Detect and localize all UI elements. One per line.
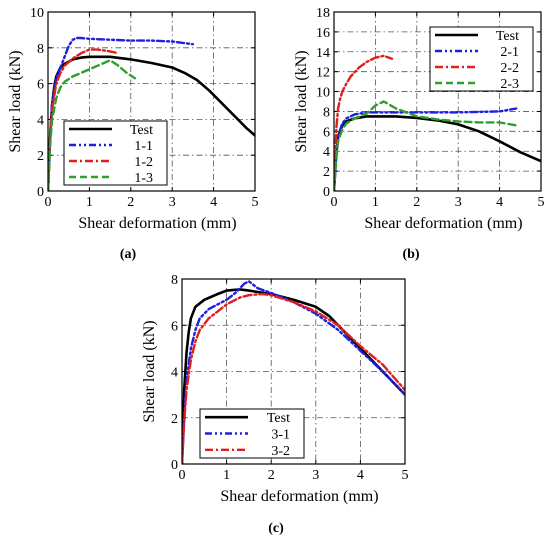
x-axis-label: Shear deformation (mm) <box>220 488 378 505</box>
x-tick-label: 3 <box>312 468 319 483</box>
y-tick-label: 0 <box>323 185 330 200</box>
x-tick-label: 1 <box>372 195 379 210</box>
series-line-1-3 <box>48 59 137 191</box>
y-tick-label: 0 <box>37 185 44 200</box>
y-tick-label: 10 <box>316 86 330 101</box>
x-tick-label: 3 <box>169 195 176 210</box>
legend-label-test: Test <box>496 29 519 44</box>
x-tick-label: 1 <box>223 468 230 483</box>
x-tick-label: 2 <box>413 195 420 210</box>
chart-panel-2: 0 1 2 3 4 5 0 2 4 6 8 Shear deformation (mm) Shear l… <box>141 273 409 536</box>
series-line-test <box>334 115 541 191</box>
series-line-3-1 <box>182 280 405 464</box>
legend-label-test: Test <box>130 123 153 138</box>
x-tick-label: 0 <box>179 468 186 483</box>
y-tick-label: 2 <box>171 412 178 427</box>
x-tick-label: 5 <box>402 468 409 483</box>
legend-label-1-2: 1-2 <box>134 155 153 170</box>
legend-label-2-3: 2-3 <box>500 77 519 92</box>
series-line-2-1 <box>334 107 518 191</box>
legend-label-3-1: 3-1 <box>271 428 290 443</box>
plot-frame <box>47 11 256 192</box>
x-axis-label: Shear deformation (mm) <box>364 215 522 232</box>
plot-frame <box>333 11 542 192</box>
y-tick-label: 4 <box>323 145 330 160</box>
panel-caption: (a) <box>120 247 137 262</box>
x-tick-label: 2 <box>127 195 134 210</box>
series-line-1-2 <box>48 48 120 191</box>
y-tick-label: 18 <box>316 6 330 21</box>
chart-panel-0: 0 1 2 3 4 5 0 2 4 6 8 10 Shear deformation (mm) Shear… <box>7 6 259 262</box>
y-tick-label: 2 <box>323 165 330 180</box>
x-tick-label: 2 <box>268 468 275 483</box>
legend-label-test: Test <box>267 411 290 426</box>
x-tick-label: 4 <box>210 195 217 210</box>
y-tick-label: 2 <box>37 149 44 164</box>
panel-caption: (b) <box>402 247 419 262</box>
y-tick-label: 8 <box>37 42 44 57</box>
y-axis-label: Shear load (kN) <box>293 50 310 152</box>
legend-label-1-3: 1-3 <box>134 171 153 186</box>
y-tick-label: 12 <box>316 66 330 81</box>
y-tick-label: 10 <box>30 6 44 21</box>
x-axis-label: Shear deformation (mm) <box>78 215 236 232</box>
x-tick-label: 4 <box>357 468 364 483</box>
x-tick-label: 1 <box>86 195 93 210</box>
x-tick-label: 5 <box>538 195 545 210</box>
panel-caption: (c) <box>268 521 284 536</box>
y-tick-label: 0 <box>171 458 178 473</box>
plot-frame <box>181 278 406 465</box>
y-axis-label: Shear load (kN) <box>141 320 158 422</box>
x-tick-label: 0 <box>331 195 338 210</box>
y-tick-label: 14 <box>316 46 330 61</box>
y-tick-label: 6 <box>323 125 330 140</box>
x-tick-label: 0 <box>45 195 52 210</box>
legend-label-1-1: 1-1 <box>134 139 153 154</box>
x-tick-label: 4 <box>496 195 503 210</box>
y-tick-label: 8 <box>171 273 178 288</box>
legend-label-3-2: 3-2 <box>271 444 290 459</box>
y-tick-label: 6 <box>37 78 44 93</box>
y-tick-label: 16 <box>316 26 330 41</box>
legend-label-2-1: 2-1 <box>500 45 519 60</box>
series-line-2-3 <box>334 100 518 191</box>
y-tick-label: 8 <box>323 105 330 120</box>
y-tick-label: 4 <box>171 366 178 381</box>
series-line-2-2 <box>334 54 394 191</box>
legend-box <box>63 120 168 186</box>
series-line-3-2 <box>182 292 405 464</box>
x-tick-label: 3 <box>455 195 462 210</box>
y-axis-label: Shear load (kN) <box>7 50 24 152</box>
y-tick-label: 4 <box>37 113 44 128</box>
legend-box <box>429 26 534 92</box>
legend-label-2-2: 2-2 <box>500 61 519 76</box>
x-tick-label: 5 <box>252 195 259 210</box>
y-tick-label: 6 <box>171 319 178 334</box>
